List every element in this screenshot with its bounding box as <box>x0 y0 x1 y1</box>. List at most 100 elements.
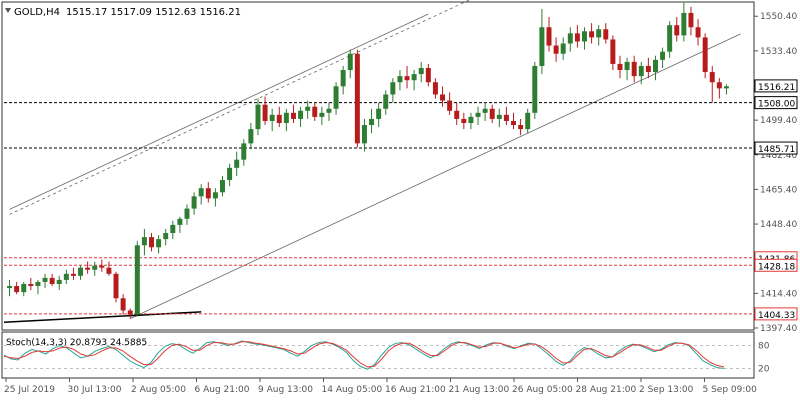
candle-body <box>312 106 318 117</box>
candle <box>574 25 580 48</box>
time-tick-label: 25 Jul 2019 <box>4 385 55 395</box>
candle-body <box>276 114 282 124</box>
candle <box>70 267 76 280</box>
time-tick-label: 28 Aug 21:00 <box>576 385 637 395</box>
candle <box>56 275 62 291</box>
candle <box>610 35 616 71</box>
candle-body <box>432 82 438 95</box>
candle-body <box>70 273 76 276</box>
candle <box>638 61 644 85</box>
candle-body <box>461 118 467 124</box>
candle <box>248 123 254 150</box>
candle <box>546 17 552 52</box>
candle-body <box>262 104 268 121</box>
candle <box>354 49 360 148</box>
candle-body <box>141 237 147 246</box>
candle-body <box>518 125 524 130</box>
time-tick-label: 14 Aug 05:00 <box>322 385 383 395</box>
candle-body <box>525 112 531 130</box>
candle-body <box>113 273 119 299</box>
stoch-signal-line <box>3 341 725 368</box>
candle <box>603 23 609 44</box>
ohlc-readout: 1515.17 1517.09 1512.63 1516.21 <box>66 7 241 18</box>
candle-body <box>454 110 460 119</box>
candle-body <box>397 76 403 83</box>
candle <box>518 118 524 136</box>
candle <box>28 277 34 291</box>
candle <box>184 204 190 225</box>
candle-body <box>92 265 98 270</box>
candle-body <box>99 265 105 268</box>
candle <box>688 6 694 36</box>
symbol-dropdown-icon[interactable] <box>5 8 11 13</box>
candle-body <box>631 61 637 77</box>
candle-body <box>404 76 410 81</box>
candle <box>397 70 403 91</box>
candle-body <box>596 29 602 38</box>
candle <box>447 92 453 115</box>
level-tag-text: 1428.18 <box>758 262 795 272</box>
candle-body <box>567 33 573 44</box>
candle <box>305 100 311 119</box>
candle <box>674 17 680 42</box>
candle <box>567 27 573 52</box>
candle <box>631 55 637 83</box>
candle <box>652 55 658 81</box>
stoch-level-20-label: 20 <box>758 364 770 374</box>
time-tick-label: 2 Aug 05:00 <box>131 385 186 395</box>
candles <box>7 2 729 319</box>
candle <box>525 108 531 134</box>
channel-lower-line <box>130 33 741 319</box>
candle <box>511 112 516 130</box>
candle <box>220 175 225 197</box>
candle <box>298 106 304 128</box>
candle <box>106 261 112 276</box>
candle-body <box>326 108 332 113</box>
candle-body <box>198 188 204 197</box>
candle <box>191 192 197 215</box>
candle-body <box>688 12 694 28</box>
candle <box>49 273 55 287</box>
candle-body <box>546 27 552 46</box>
candle-body <box>305 106 311 111</box>
candle-body <box>340 70 346 87</box>
level-tag-box <box>754 96 798 110</box>
candle-body <box>14 286 20 293</box>
stoch-main-line <box>3 340 725 370</box>
candle <box>503 106 509 126</box>
price-tick-label: 1397.40 <box>760 324 797 334</box>
candle-body <box>638 65 644 77</box>
candle <box>127 308 133 319</box>
candle <box>205 182 211 203</box>
time-tick-label: 5 Sep 09:00 <box>703 385 758 395</box>
candle-body <box>489 108 495 119</box>
candle <box>99 259 105 272</box>
candle-body <box>702 37 708 73</box>
candle <box>141 228 147 256</box>
channel-upper-line <box>9 13 429 210</box>
candle-body <box>42 277 48 282</box>
candle-body <box>610 39 616 64</box>
candle <box>63 269 69 284</box>
candle-body <box>418 67 424 75</box>
candle-body <box>383 94 389 109</box>
time-tick-label: 9 Aug 13:00 <box>258 385 313 395</box>
price-tick-label: 1482.40 <box>760 151 797 161</box>
price-tick-label: 1550.40 <box>760 12 797 22</box>
candle <box>496 108 502 128</box>
candle-body <box>347 53 353 71</box>
candle <box>681 2 687 42</box>
candle-body <box>652 59 658 73</box>
level-price-tag: 1485.71 <box>754 141 798 155</box>
candle-body <box>283 112 289 124</box>
candle-body <box>298 110 304 119</box>
candle-body <box>447 100 453 111</box>
candle-body <box>28 283 34 287</box>
candle-body <box>709 72 715 83</box>
candle-body <box>220 180 225 193</box>
channel-lines <box>3 0 741 324</box>
candle <box>269 108 275 132</box>
level-price-tag: 1508.00 <box>754 96 798 110</box>
